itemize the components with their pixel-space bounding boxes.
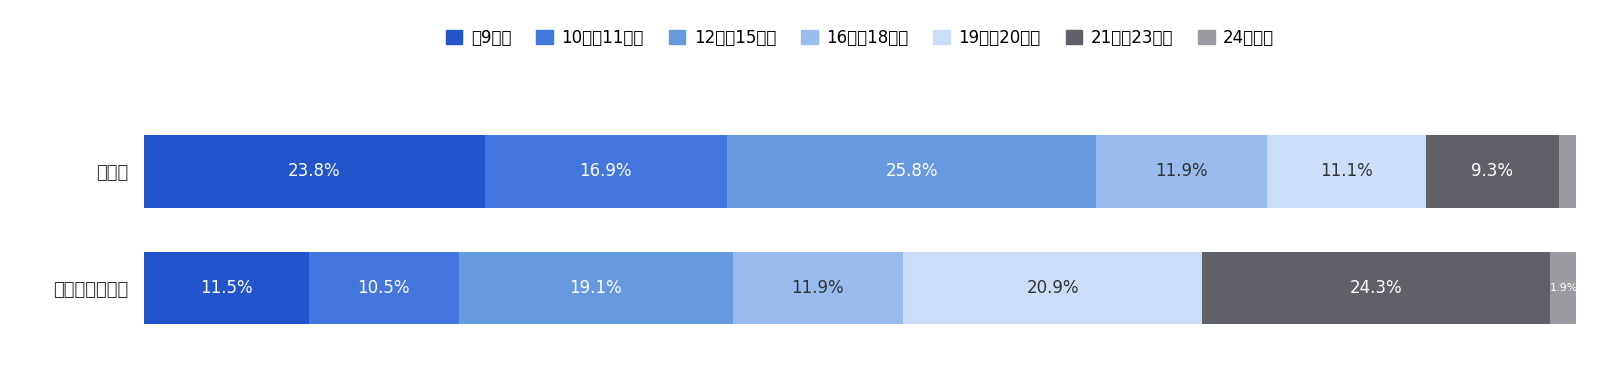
Text: 20.9%: 20.9% xyxy=(1026,279,1078,297)
Bar xyxy=(459,252,733,324)
Text: 23.8%: 23.8% xyxy=(288,162,341,180)
Legend: 〜9時台, 10時〜11時台, 12時〜15時台, 16時〜18時台, 19時〜20時台, 21時〜23時台, 24時以降: 〜9時台, 10時〜11時台, 12時〜15時台, 16時〜18時台, 19時〜… xyxy=(438,23,1282,54)
Text: 25.8%: 25.8% xyxy=(885,162,938,180)
Bar xyxy=(902,252,1202,324)
Text: 1.9%: 1.9% xyxy=(1550,283,1578,293)
Bar xyxy=(733,252,902,324)
Text: 11.9%: 11.9% xyxy=(792,279,845,297)
Bar xyxy=(1202,252,1550,324)
Bar xyxy=(726,135,1096,208)
Bar xyxy=(1426,135,1558,208)
Bar xyxy=(485,135,726,208)
Bar xyxy=(1096,135,1267,208)
Bar xyxy=(1550,252,1578,324)
Text: 24.3%: 24.3% xyxy=(1350,279,1403,297)
Text: 10.5%: 10.5% xyxy=(358,279,410,297)
Text: 16.9%: 16.9% xyxy=(579,162,632,180)
Text: 11.9%: 11.9% xyxy=(1155,162,1208,180)
Bar xyxy=(144,252,309,324)
Bar xyxy=(309,252,459,324)
Bar xyxy=(1267,135,1426,208)
Text: 11.1%: 11.1% xyxy=(1320,162,1373,180)
Text: 9.3%: 9.3% xyxy=(1472,162,1514,180)
Text: 19.1%: 19.1% xyxy=(570,279,622,297)
Bar xyxy=(1558,135,1576,208)
Text: 11.5%: 11.5% xyxy=(200,279,253,297)
Bar xyxy=(144,135,485,208)
